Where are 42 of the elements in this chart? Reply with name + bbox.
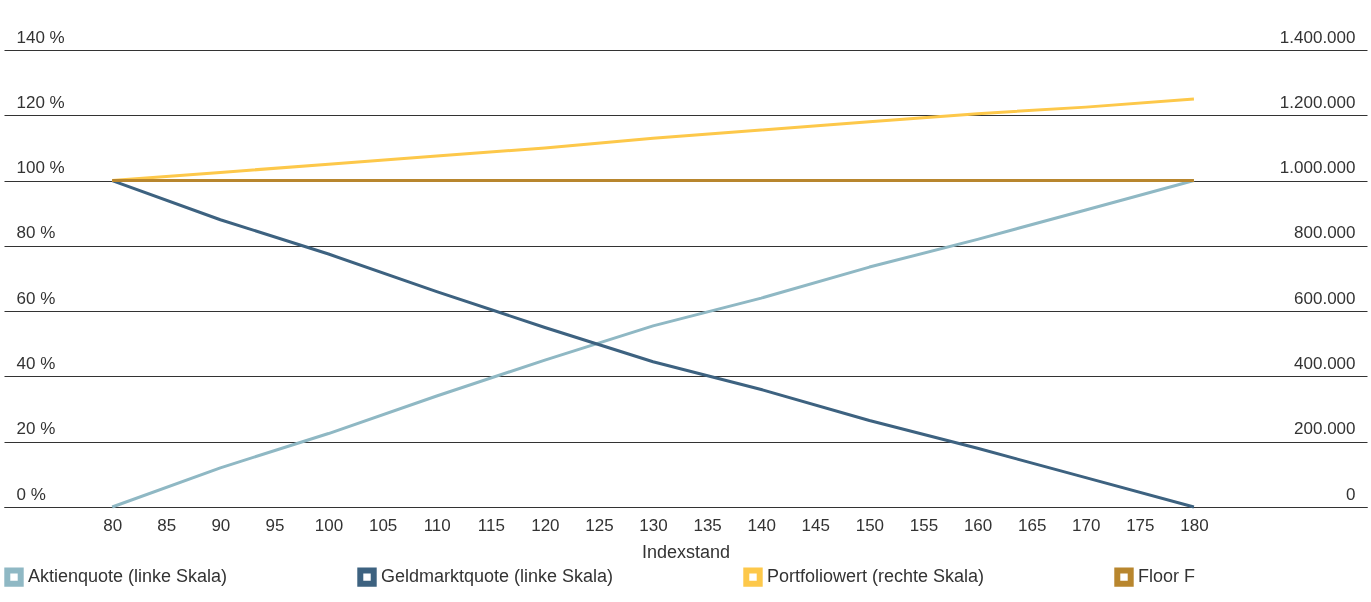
legend-label: Geldmarktquote (linke Skala) — [381, 566, 614, 587]
y2-tick-label: 600.000 — [1294, 288, 1356, 308]
y-tick-label: 120 % — [16, 92, 65, 112]
x-tick-label: 135 — [693, 515, 722, 535]
x-tick-label: 100 — [314, 515, 344, 535]
x-axis-title: Indexstand — [641, 541, 731, 562]
y-tick-label: 60 % — [16, 288, 56, 308]
x-tick-label: 105 — [368, 515, 398, 535]
y-tick-label: 40 % — [16, 353, 56, 373]
x-tick-label: 90 — [211, 515, 231, 535]
x-tick-label: 95 — [265, 515, 285, 535]
y-tick-label: 20 % — [16, 419, 56, 439]
x-tick-label: 130 — [639, 515, 668, 535]
x-tick-label: 120 — [531, 515, 560, 535]
x-tick-label: 150 — [855, 515, 885, 535]
x-tick-label: 145 — [801, 515, 830, 535]
y2-tick-label: 200.000 — [1294, 419, 1356, 439]
x-tick-label: 180 — [1180, 515, 1209, 535]
y-tick-label: 80 % — [16, 223, 56, 243]
y2-tick-label: 1.400.000 — [1279, 27, 1356, 47]
legend-label: Aktienquote (linke Skala) — [28, 566, 228, 587]
y2-tick-label: 800.000 — [1294, 223, 1356, 243]
y2-tick-label: 1.000.000 — [1279, 158, 1356, 178]
x-tick-label: 110 — [423, 515, 451, 535]
x-tick-label: 115 — [477, 515, 505, 535]
x-tick-label: 140 — [747, 515, 776, 535]
x-tick-label: 80 — [103, 515, 123, 535]
x-tick-label: 170 — [1072, 515, 1101, 535]
y-tick-label: 140 % — [16, 27, 65, 47]
legend-label: Portfoliowert (rechte Skala) — [767, 566, 985, 587]
y2-tick-label: 0 — [1346, 484, 1356, 504]
y-tick-label: 100 % — [16, 158, 65, 178]
x-tick-label: 155 — [909, 515, 939, 535]
x-tick-label: 85 — [157, 515, 177, 535]
legend-label: Floor F — [1138, 566, 1196, 587]
y2-tick-label: 1.200.000 — [1279, 92, 1356, 112]
x-tick-label: 160 — [963, 515, 993, 535]
x-tick-label: 175 — [1126, 515, 1155, 535]
x-tick-label: 125 — [585, 515, 614, 535]
x-tick-label: 165 — [1017, 515, 1047, 535]
y-tick-label: 0 % — [16, 484, 46, 504]
y2-tick-label: 400.000 — [1294, 353, 1356, 373]
